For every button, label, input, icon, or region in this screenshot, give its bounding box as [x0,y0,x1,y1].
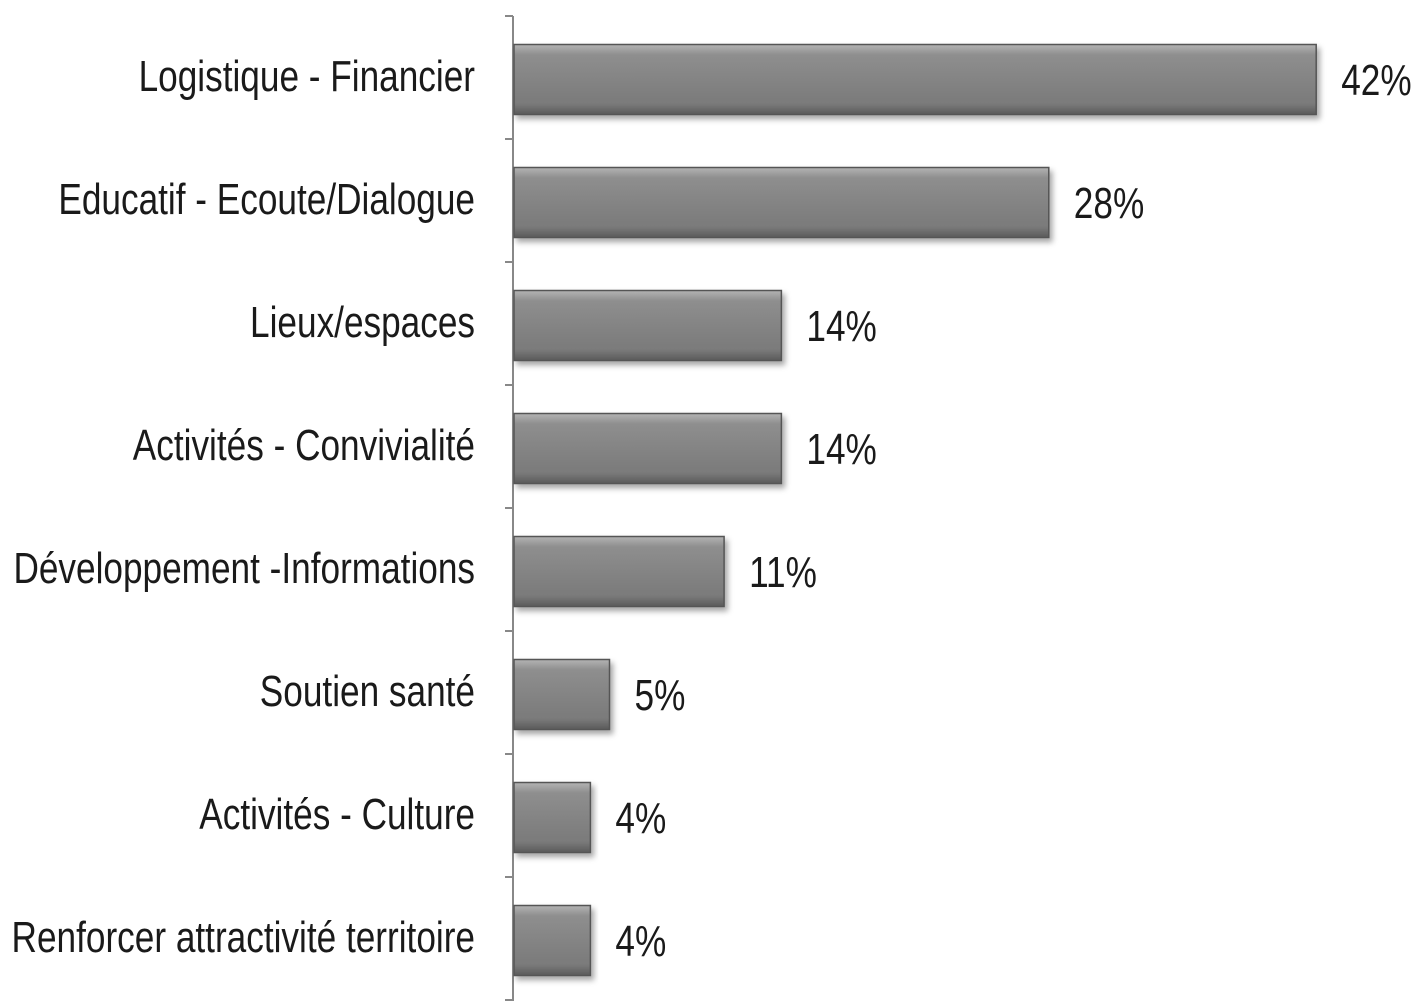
bar [513,904,592,977]
category-label: Développement -Informations [13,544,475,593]
bar [513,412,783,485]
value-label: 42% [1341,56,1411,105]
category-label: Logistique - Financier [139,52,475,101]
category-label: Educatif - Ecoute/Dialogue [58,175,475,224]
bar [513,781,592,854]
bar [513,166,1050,239]
category-label: Activités - Culture [199,790,475,839]
category-label: Activités - Convivialité [133,421,475,470]
category-label: Renforcer attractivité territoire [12,913,475,962]
bar [513,289,783,362]
value-label: 14% [806,425,876,474]
value-label: 5% [635,671,686,720]
bar [513,658,611,731]
value-label: 28% [1074,179,1144,228]
value-label: 4% [615,917,666,966]
value-label: 14% [806,302,876,351]
value-label: 11% [749,548,817,597]
bar [513,535,725,608]
category-label: Soutien santé [260,667,475,716]
value-label: 4% [615,794,666,843]
bar [513,43,1317,116]
category-label: Lieux/espaces [250,298,475,347]
